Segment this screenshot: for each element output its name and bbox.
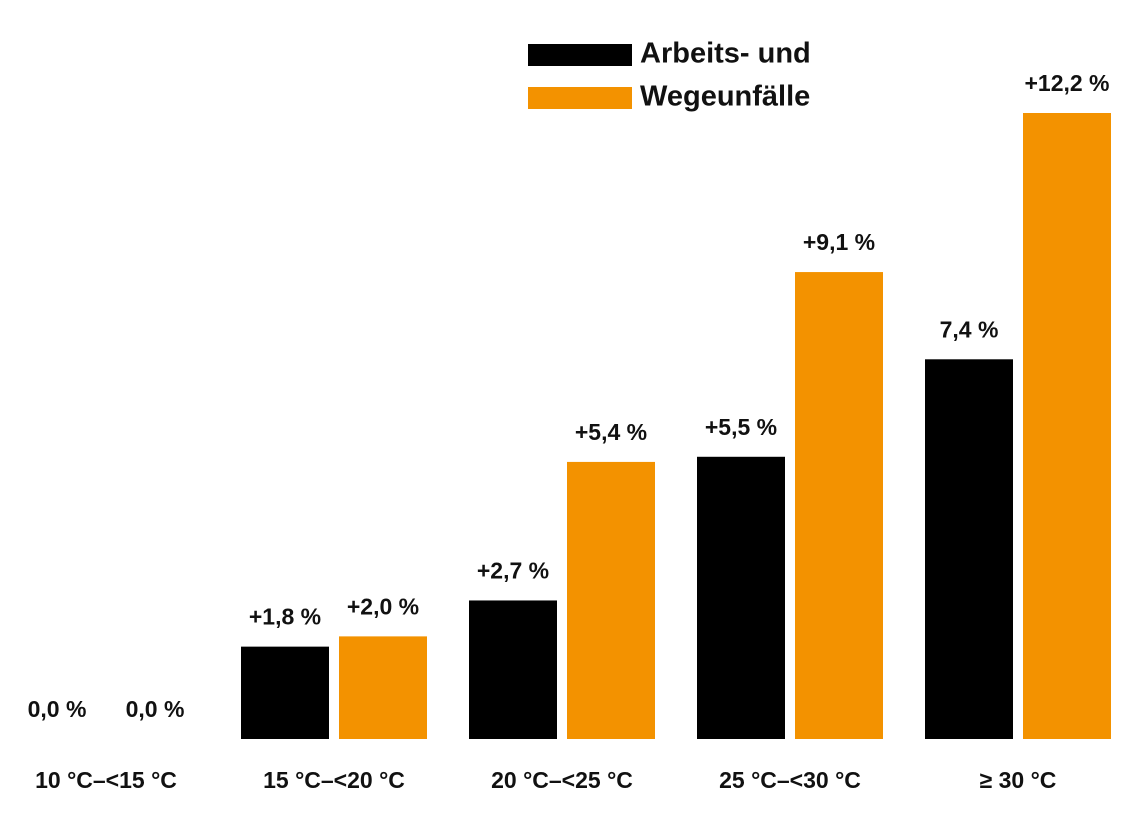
x-tick-label: 25 °C–<30 °C bbox=[719, 767, 861, 793]
value-label: +2,7 % bbox=[477, 558, 549, 584]
legend-label: Arbeits- und bbox=[640, 38, 811, 70]
bar bbox=[1023, 113, 1111, 739]
bar bbox=[339, 636, 427, 739]
bar bbox=[697, 456, 785, 739]
value-label: 7,4 % bbox=[940, 316, 999, 342]
x-tick-label: 20 °C–<25 °C bbox=[491, 767, 633, 793]
x-tick-label: 15 °C–<20 °C bbox=[263, 767, 405, 793]
bar bbox=[567, 461, 655, 739]
x-tick-label: 10 °C–<15 °C bbox=[35, 767, 177, 793]
value-label: 0,0 % bbox=[126, 696, 185, 722]
value-label: +5,5 % bbox=[705, 414, 777, 440]
bar bbox=[469, 600, 557, 739]
bar bbox=[795, 272, 883, 739]
value-label: +5,4 % bbox=[575, 419, 647, 445]
legend-swatch bbox=[528, 87, 632, 109]
value-label: 0,0 % bbox=[28, 696, 87, 722]
x-tick-label: ≥ 30 °C bbox=[980, 767, 1057, 793]
value-label: +12,2 % bbox=[1024, 70, 1109, 96]
legend-swatch bbox=[528, 44, 632, 66]
bar bbox=[241, 646, 329, 739]
bar bbox=[925, 359, 1013, 739]
value-label: +2,0 % bbox=[347, 593, 419, 619]
value-label: +1,8 % bbox=[249, 604, 321, 630]
legend-label: Wegeunfälle bbox=[640, 81, 810, 113]
value-label: +9,1 % bbox=[803, 229, 875, 255]
